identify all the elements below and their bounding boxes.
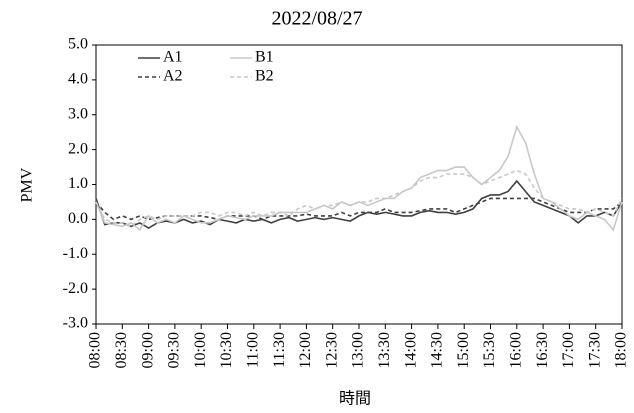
x-tick-label: 11:30: [271, 332, 288, 368]
x-tick-label: 17:30: [586, 332, 603, 368]
y-tick-label: 3.0: [68, 105, 88, 122]
y-tick-label: 4.0: [68, 71, 88, 88]
plot-frame: [95, 44, 623, 325]
x-tick-label: 16:00: [507, 332, 524, 368]
y-tick-label: -2.0: [63, 280, 88, 297]
x-tick-label: 13:30: [376, 332, 393, 368]
x-tick-label: 13:00: [350, 332, 367, 368]
legend-label: A2: [163, 68, 183, 85]
x-tick-label: 11:00: [244, 332, 261, 368]
series-line: [95, 124, 623, 232]
x-tick-label: 08:30: [113, 332, 130, 368]
x-tick-label: 12:00: [297, 332, 314, 368]
y-tick-label: 5.0: [68, 36, 88, 53]
x-tick-label: 09:30: [166, 332, 183, 368]
y-tick-label: -1.0: [63, 245, 88, 262]
x-axis-label: 時間: [339, 390, 371, 408]
x-tick-label: 15:00: [455, 332, 472, 368]
legend-label: A1: [163, 49, 183, 66]
series-line: [95, 179, 623, 230]
y-tick-label: -3.0: [63, 315, 88, 332]
x-tick-label: 17:00: [560, 332, 577, 368]
series-line: [95, 169, 623, 228]
chart-title: 2022/08/27: [271, 8, 362, 30]
y-axis-label: PMV: [19, 167, 36, 202]
y-tick-label: 2.0: [68, 140, 88, 157]
x-tick-label: 12:30: [323, 332, 340, 368]
y-tick-label: 1.0: [68, 175, 88, 192]
x-tick-label: 14:30: [429, 332, 446, 368]
x-tick-label: 10:30: [218, 332, 235, 368]
x-tick-label: 18:00: [613, 332, 630, 368]
x-tick-label: 09:00: [139, 332, 156, 368]
x-tick-label: 10:00: [192, 332, 209, 368]
x-tick-label: 15:30: [481, 332, 498, 368]
x-tick-label: 08:00: [87, 332, 104, 368]
x-tick-label: 16:30: [534, 332, 551, 368]
legend-label: B2: [255, 68, 274, 85]
x-tick-label: 14:00: [402, 332, 419, 368]
legend-label: B1: [255, 49, 274, 66]
y-tick-label: 0.0: [68, 210, 88, 227]
